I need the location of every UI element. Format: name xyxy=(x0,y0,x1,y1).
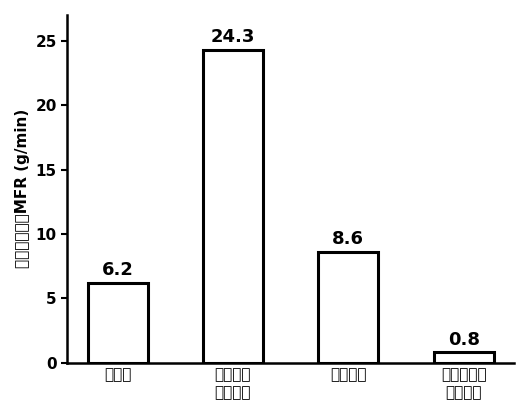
Bar xyxy=(318,252,378,363)
Text: 6.2: 6.2 xyxy=(102,261,134,279)
Bar xyxy=(88,283,148,363)
Bar xyxy=(203,50,263,363)
Text: 24.3: 24.3 xyxy=(211,28,255,46)
Text: 8.6: 8.6 xyxy=(332,230,364,248)
Text: 0.8: 0.8 xyxy=(448,331,480,349)
Y-axis label: 熔体流动速率MFR (g/min): 熔体流动速率MFR (g/min) xyxy=(15,109,30,269)
Bar xyxy=(434,352,494,363)
